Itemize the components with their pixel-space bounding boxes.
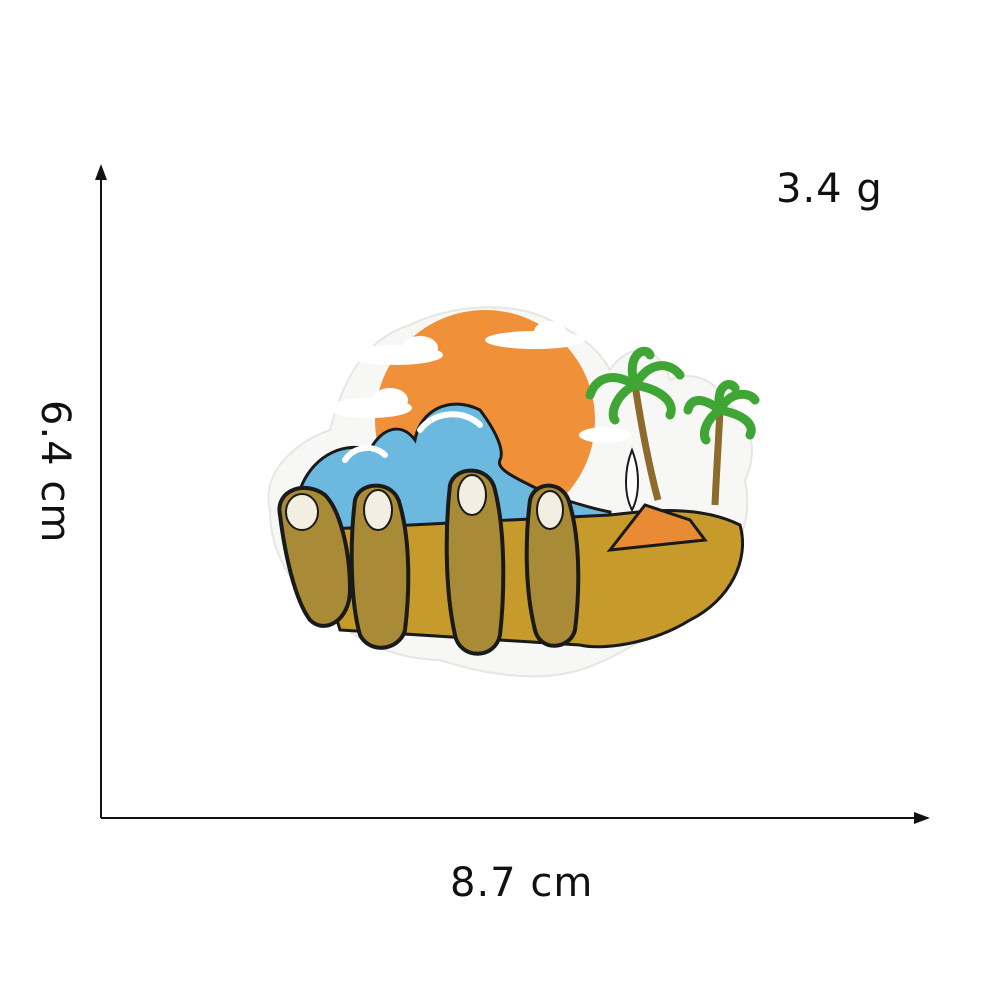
embroidered-patch-image bbox=[267, 306, 760, 678]
palm-tree-icon bbox=[683, 380, 760, 506]
height-label: 6.4 cm bbox=[32, 400, 78, 544]
surfboard-icon bbox=[625, 447, 639, 513]
horizontal-axis-arrow-icon bbox=[914, 812, 930, 824]
weight-label: 3.4 g bbox=[776, 166, 883, 212]
vertical-axis-arrow-icon bbox=[95, 164, 107, 180]
cloud-shapes bbox=[328, 321, 631, 443]
width-label: 8.7 cm bbox=[450, 860, 594, 906]
hand-fingers bbox=[277, 468, 581, 656]
palm-tree-icon bbox=[585, 346, 685, 501]
tent-icon bbox=[606, 503, 708, 552]
fingernail-shapes bbox=[285, 474, 564, 531]
